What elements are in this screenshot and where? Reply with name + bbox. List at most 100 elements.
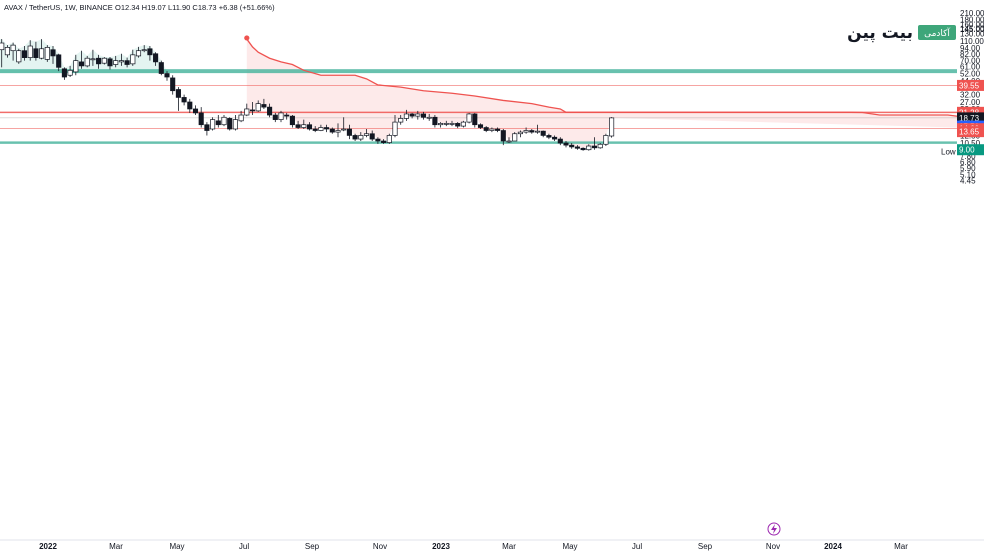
candle-body <box>170 77 176 92</box>
candle-39 <box>221 115 227 127</box>
candle-9 <box>50 46 56 64</box>
candle-body <box>381 140 387 143</box>
candle-body <box>477 124 484 128</box>
candle-50 <box>284 112 290 120</box>
candle-body <box>443 123 449 125</box>
candle-body <box>210 119 216 130</box>
candle-body <box>557 138 563 144</box>
y-tick-label: 5.10 <box>960 170 976 179</box>
candle-body <box>215 120 221 126</box>
candle-18 <box>101 57 107 65</box>
y-tick-label: 61.00 <box>960 63 981 72</box>
candle-11 <box>61 67 67 80</box>
candle-body <box>500 130 506 142</box>
candle-82 <box>466 112 472 124</box>
candle-body <box>466 113 472 123</box>
candle-body <box>540 130 546 136</box>
trailing-stop-line <box>246 38 984 122</box>
candle-body <box>460 121 466 127</box>
candle-body <box>221 116 227 126</box>
candle-body <box>147 48 153 56</box>
trail-start-marker <box>244 35 250 41</box>
candle-0 <box>0 39 5 68</box>
candle-body <box>574 146 580 149</box>
candle-96 <box>546 133 552 140</box>
candle-12 <box>67 65 73 78</box>
candle-body <box>369 133 375 140</box>
candle-76 <box>432 115 438 128</box>
candle-body <box>426 116 432 119</box>
time-axis[interactable]: 2022 Mar May Jul Sep Nov 2023 Mar May Jul Sep Nov 20… <box>0 539 984 551</box>
candle-33 <box>187 98 193 113</box>
candle-23 <box>130 49 136 66</box>
candle-87 <box>495 127 501 133</box>
candle-75 <box>426 113 432 121</box>
support-zone-1 <box>0 141 957 144</box>
candle-body <box>386 135 392 143</box>
price-tag-bg <box>957 112 984 124</box>
candle-7 <box>39 39 45 60</box>
candle-body <box>534 130 541 133</box>
y-tick-label: 82.00 <box>960 50 981 59</box>
candle-body <box>10 44 16 52</box>
price-tag-bg <box>957 144 984 156</box>
candle-body <box>284 114 290 117</box>
candle-body <box>392 121 398 136</box>
x-tick-label: May <box>169 542 184 551</box>
candle-85 <box>483 126 489 133</box>
candles-layer <box>0 39 615 151</box>
candle-31 <box>175 87 181 111</box>
y-tick-label: 5.90 <box>960 164 976 173</box>
price-axis[interactable]: 210.00180.00160.00145.00130.00110.0094.0… <box>940 0 984 554</box>
candle-98 <box>557 137 563 146</box>
candle-body <box>56 54 62 68</box>
candle-body <box>289 115 295 126</box>
x-tick-label: May <box>562 542 577 551</box>
candle-28 <box>158 60 164 76</box>
candle-52 <box>295 120 301 129</box>
price-tag-0: 39.55 <box>957 79 984 91</box>
candle-body <box>164 73 170 78</box>
candle-body <box>398 118 404 123</box>
candle-68 <box>386 133 392 144</box>
candle-body <box>324 127 330 130</box>
candle-79 <box>449 120 455 127</box>
trailing-stop-layer <box>246 38 984 122</box>
candle-body <box>301 124 307 128</box>
symbol-label[interactable]: AVAX / TetherUS, 1W, BINANCE <box>4 3 113 12</box>
candle-73 <box>415 110 421 120</box>
candle-body <box>306 124 313 130</box>
candle-body <box>73 60 79 73</box>
price-tag-bg <box>957 79 984 91</box>
y-tick-label: 10.50 <box>960 139 981 148</box>
candle-43 <box>244 103 250 117</box>
candle-35 <box>198 107 204 128</box>
candle-body <box>84 57 90 67</box>
price-tag-label: 13.65 <box>959 128 980 137</box>
ohlc-readout: O12.34 H19.07 L11.90 C18.73 +6.38 (+51.6… <box>115 3 275 12</box>
brand-logo: آکادمی بیت پین <box>847 23 956 43</box>
candle-body <box>130 54 136 65</box>
candle-103 <box>586 144 592 151</box>
candle-body <box>238 114 244 122</box>
candle-48 <box>272 112 278 123</box>
candle-body <box>346 128 352 136</box>
lightning-icon <box>767 522 781 536</box>
candle-body <box>181 97 187 103</box>
candle-body <box>546 135 552 138</box>
candle-body <box>552 136 558 140</box>
candle-body <box>529 130 535 133</box>
candle-24 <box>135 46 142 58</box>
candle-40 <box>227 117 233 131</box>
candle-83 <box>472 112 478 128</box>
x-tick-label: Mar <box>109 542 123 551</box>
candle-body <box>455 123 461 127</box>
candle-21 <box>118 53 124 66</box>
highlight-circle <box>643 295 827 485</box>
candle-17 <box>96 54 102 69</box>
candle-56 <box>318 124 324 132</box>
candle-99 <box>563 140 569 148</box>
candle-81 <box>460 120 466 128</box>
candle-body <box>363 133 370 136</box>
